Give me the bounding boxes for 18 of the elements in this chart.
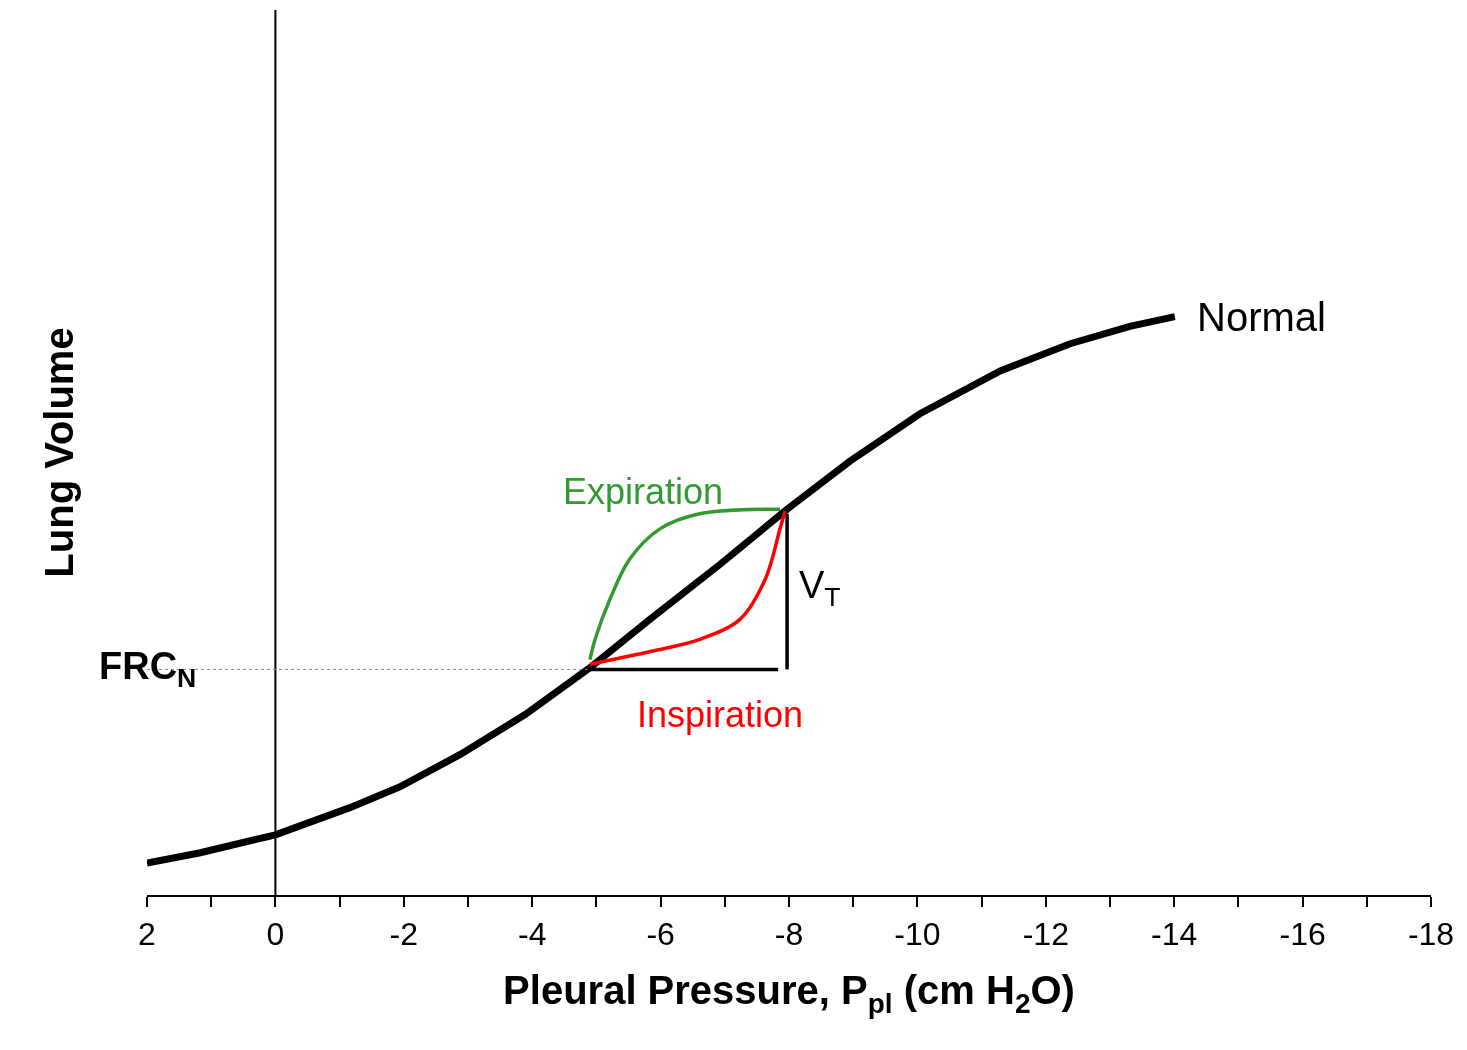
y-axis-title: Lung Volume xyxy=(36,327,81,578)
x-tick-label: -14 xyxy=(1151,916,1198,953)
x-axis-title: Pleural Pressure, P$_{pl}$ (cm H$_{2}$O) xyxy=(503,968,1075,1019)
x-tick-label: -16 xyxy=(1279,916,1326,953)
x-tick-label: 0 xyxy=(266,916,285,953)
series-label: Inspiration xyxy=(637,694,804,735)
x-tick-label: -4 xyxy=(517,916,547,953)
series-label: Expiration xyxy=(563,471,724,512)
x-tick-label: -2 xyxy=(389,916,419,953)
ref-line-label: FRC$_{N}$ xyxy=(99,645,197,693)
x-tick-label: -18 xyxy=(1407,916,1455,953)
x-tick-label: -12 xyxy=(1022,916,1069,953)
x-tick-label: -10 xyxy=(894,916,941,953)
x-tick-label: -8 xyxy=(774,916,804,953)
x-tick-label: 2 xyxy=(138,916,156,953)
x-tick-label: -6 xyxy=(646,916,675,953)
annotation: V$_{T}$ xyxy=(799,564,841,612)
series-label: Normal xyxy=(1197,295,1326,339)
